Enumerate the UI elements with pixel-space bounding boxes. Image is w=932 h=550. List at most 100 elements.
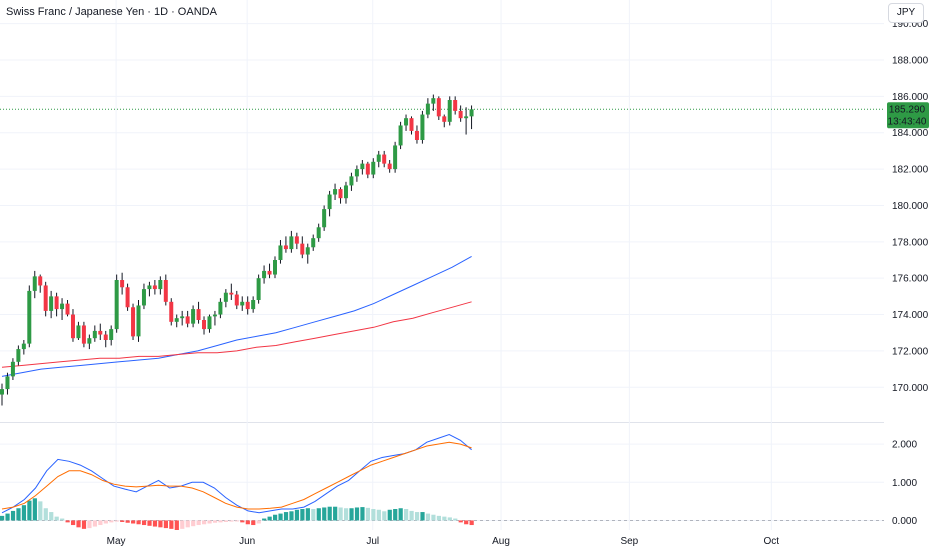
histogram-bar — [436, 515, 441, 521]
candle-body — [349, 176, 354, 186]
candle-body — [453, 100, 458, 111]
candle-body — [212, 314, 217, 317]
histogram-bar — [343, 508, 349, 521]
candle-body — [256, 278, 261, 300]
histogram-bar — [409, 510, 414, 521]
histogram-bar — [87, 520, 92, 529]
histogram-bar — [234, 520, 239, 522]
price-tick-label: 176.000 — [892, 274, 929, 285]
candle-body — [322, 209, 327, 228]
histogram-bar — [16, 508, 21, 521]
price-tag-value: 185.290 — [889, 104, 926, 115]
candle-body — [267, 270, 272, 275]
candle-body — [81, 325, 86, 344]
price-tick-label: 180.000 — [892, 201, 929, 212]
histogram-bar — [5, 513, 10, 521]
candle-body — [404, 118, 409, 126]
histogram-bar — [464, 520, 469, 525]
candle-body — [92, 330, 97, 339]
candle-body — [442, 116, 447, 122]
candle-body — [120, 280, 125, 288]
candle-body — [425, 103, 430, 115]
time-tick-label: Jul — [366, 536, 379, 547]
indicator-axis: 2.000 1.000 0.000 — [892, 440, 917, 527]
candle-body — [436, 98, 441, 117]
candle-body — [191, 309, 196, 324]
histogram-bar — [76, 520, 81, 528]
histogram-bar — [365, 507, 371, 521]
time-tick-label: Aug — [492, 536, 510, 547]
candle-body — [70, 314, 75, 339]
histogram-bar — [70, 520, 76, 526]
indicator-tick-label: 2.000 — [892, 440, 917, 451]
histogram-bar — [273, 514, 278, 521]
histogram-bar — [333, 506, 338, 521]
histogram-bar — [196, 520, 201, 526]
histogram-bar — [354, 507, 360, 521]
histogram-bar — [349, 508, 354, 521]
candle-body — [158, 280, 163, 290]
histogram-bar — [141, 520, 147, 526]
candle-body — [54, 296, 59, 310]
histogram-bar — [158, 520, 163, 528]
indicator-tick-label: 0.000 — [892, 516, 917, 527]
candle-body — [218, 301, 223, 315]
candle-body — [141, 289, 146, 306]
histogram-bar — [338, 507, 343, 521]
candle-body — [316, 227, 321, 239]
candle-body — [294, 236, 299, 244]
candle-body — [283, 245, 288, 250]
candle-body — [458, 110, 463, 119]
price-tick-label: 190.000 — [892, 19, 929, 30]
candle-body — [109, 329, 114, 340]
histogram-bar — [174, 520, 179, 530]
candle-body — [343, 185, 348, 199]
histogram-bar — [256, 520, 261, 524]
candle-body — [131, 307, 136, 337]
candle-body — [229, 292, 234, 295]
histogram-bar — [262, 518, 267, 521]
histogram-bar — [425, 513, 431, 521]
histogram-bar — [414, 512, 420, 521]
price-tag-countdown: 13:43:40 — [888, 116, 927, 127]
time-tick-label: May — [107, 536, 126, 547]
ma-slow-line — [1, 301, 472, 368]
candle-body — [169, 301, 174, 322]
histogram-bar — [152, 520, 158, 527]
histogram-bar — [453, 518, 458, 521]
histogram-bar — [147, 520, 152, 526]
histogram-bar — [131, 520, 136, 524]
candle-body — [371, 161, 376, 175]
price-tag: 185.290 13:43:40 — [887, 102, 929, 129]
candle-body — [21, 343, 26, 350]
histogram-bar — [469, 520, 474, 526]
candle-body — [174, 318, 179, 322]
histogram-bar — [103, 520, 108, 524]
price-tick-label: 184.000 — [892, 128, 929, 139]
grid — [0, 0, 884, 530]
candle-body — [414, 130, 419, 140]
candle-body — [327, 194, 332, 210]
histogram-bar — [283, 512, 289, 521]
histogram-bar — [431, 514, 436, 521]
candle-body — [98, 330, 103, 335]
histogram-bar — [382, 511, 387, 521]
histogram-bar — [398, 508, 403, 521]
candle-body — [185, 316, 190, 324]
histogram-bar — [305, 508, 310, 521]
candle-body — [114, 280, 119, 330]
candle-body — [10, 361, 15, 377]
candle-body — [87, 338, 92, 344]
ma-fast-line — [1, 255, 472, 377]
histogram-bar — [447, 517, 452, 521]
histogram-bar — [125, 520, 130, 523]
histogram-bar — [393, 509, 398, 521]
time-axis: May Jun Jul Aug Sep Oct — [107, 536, 780, 547]
candle-body — [469, 109, 474, 117]
candle-body — [289, 236, 294, 250]
histogram-bar — [81, 520, 87, 529]
currency-button[interactable]: JPY — [888, 3, 924, 23]
histogram-bar — [458, 520, 463, 523]
price-axis: 190.000 188.000 186.000 184.000 182.000 180.0… — [892, 19, 929, 394]
